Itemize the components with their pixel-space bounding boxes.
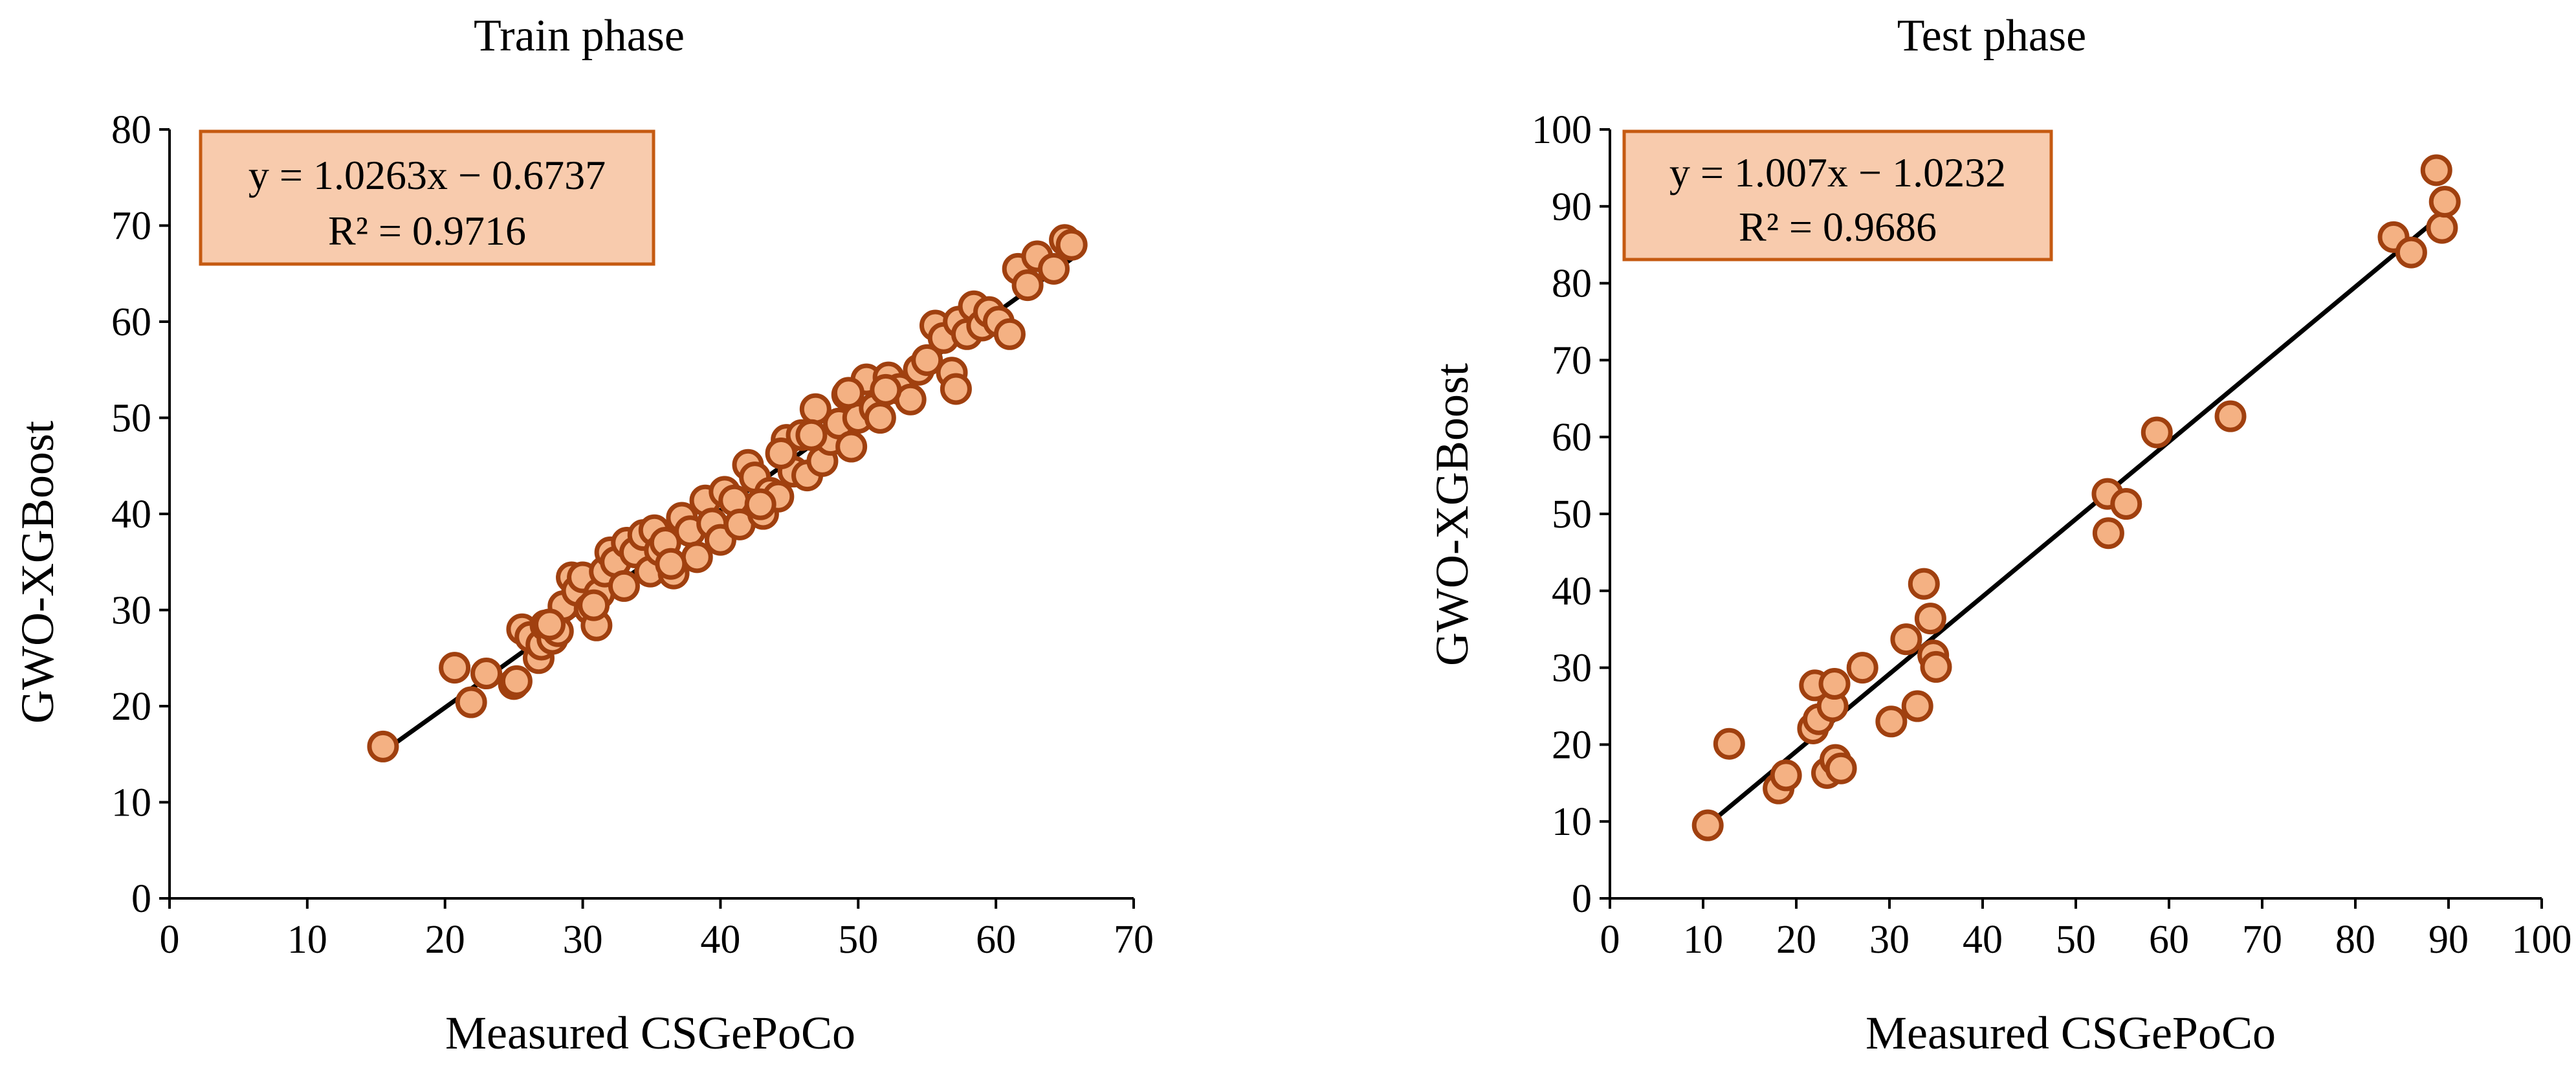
train-data-point [578,589,610,621]
train-x-tick-label: 70 [1114,918,1154,962]
test-x-tick-label: 90 [2428,918,2469,962]
test-x-tick-label: 50 [2056,918,2096,962]
test-x-tick-label: 40 [1963,918,2003,962]
test-data-point [1901,690,1933,722]
train-y-tick-label: 50 [111,397,151,441]
test-y-axis-label: GWO-XGBoost [1426,363,1478,666]
test-data-point [1920,650,1952,683]
train-data-point [832,377,864,409]
test-y-tick-label: 60 [1552,416,1592,460]
test-data-point [1846,652,1878,684]
train-equation: y = 1.0263x − 0.6737 [248,152,606,198]
train-data-point [608,570,640,602]
train-data-point [993,318,1026,350]
test-y-tick-label: 30 [1552,647,1592,691]
train-r2: R² = 0.9716 [328,208,526,254]
train-data-point [940,373,972,405]
test-y-tick-label: 80 [1552,262,1592,306]
test-data-point [2395,236,2427,269]
test-y-tick-label: 70 [1552,339,1592,383]
train-data-point [1011,269,1044,302]
test-data-point [2420,154,2452,186]
test-y-tick-label: 10 [1552,800,1592,844]
train-y-tick-label: 40 [111,493,151,537]
train-data-point [765,437,797,469]
train-y-axis-label: GWO-XGBoost [12,421,63,724]
train-equation-box: y = 1.0263x − 0.6737 R² = 0.9716 [199,129,655,266]
test-y-tick-label: 40 [1552,570,1592,614]
test-x-tick-label: 20 [1776,918,1816,962]
test-data-point [2110,488,2142,520]
train-data-point [500,665,533,697]
train-y-tick-label: 20 [111,685,151,729]
test-data-point [2092,517,2124,550]
test-data-point [1875,705,1908,738]
test-x-tick-label: 100 [2512,918,2572,962]
test-data-point [1818,668,1851,700]
test-phase-chart: Test phase GWO-XGBoost Measured CSGePoCo… [1426,11,2572,1059]
train-data-point [655,548,687,580]
test-x-tick-label: 70 [2242,918,2282,962]
test-x-tick-label: 0 [1600,918,1620,962]
train-data-point [470,658,503,690]
train-data-point [795,419,828,451]
test-y-tick-label: 90 [1552,185,1592,229]
test-x-tick-label: 30 [1869,918,1910,962]
test-y-tick-label: 0 [1572,877,1592,921]
train-data-point [864,402,896,434]
train-y-tick-label: 10 [111,781,151,825]
train-data-point [1055,228,1088,261]
train-data-point [835,430,868,463]
test-x-axis-label: Measured CSGePoCo [1866,1007,2276,1059]
train-data-point [911,344,943,376]
test-equation-box: y = 1.007x − 1.0232 R² = 0.9686 [1622,129,2053,261]
test-y-tick-label: 20 [1552,723,1592,767]
train-y-tick-label: 0 [131,877,151,921]
test-data-point [1890,623,1922,656]
train-data-point [533,608,566,641]
train-x-axis-label: Measured CSGePoCo [445,1007,855,1059]
test-y-tick-label: 100 [1532,108,1592,152]
train-data-point [439,652,471,684]
test-y-tick-label: 50 [1552,493,1592,537]
train-x-tick-label: 60 [976,918,1016,962]
train-data-point [744,488,776,520]
test-data-point [2426,212,2458,244]
test-data-point [1691,809,1724,841]
train-data-point [455,686,487,718]
train-x-tick-label: 10 [287,918,327,962]
train-x-tick-label: 50 [838,918,878,962]
test-data-point [2141,416,2173,449]
test-r2: R² = 0.9686 [1739,204,1937,250]
train-data-point [367,730,399,762]
train-data-point [870,373,902,406]
train-x-tick-label: 0 [160,918,180,962]
test-data-point [1770,759,1802,792]
train-y-tick-label: 60 [111,300,151,344]
train-x-tick-label: 30 [563,918,603,962]
test-data-point [1908,568,1940,600]
test-data-point [2428,186,2461,218]
test-x-tick-label: 80 [2335,918,2375,962]
train-x-tick-label: 40 [700,918,740,962]
train-y-tick-label: 30 [111,589,151,633]
test-x-tick-label: 10 [1683,918,1723,962]
train-y-tick-label: 70 [111,205,151,249]
test-data-point [1825,752,1857,784]
train-chart-title: Train phase [474,11,685,61]
test-data-point [1713,727,1745,760]
test-data-point [1914,603,1946,635]
train-data-point [1038,252,1070,285]
test-equation: y = 1.007x − 1.0232 [1669,150,2006,195]
train-y-tick-label: 80 [111,108,151,152]
train-phase-chart: Train phase GWO-XGBoost Measured CSGePoC… [12,11,1154,1059]
train-data-point [681,541,713,573]
test-chart-title: Test phase [1897,11,2087,61]
train-x-tick-label: 20 [425,918,465,962]
test-x-tick-label: 60 [2149,918,2189,962]
test-data-point [2214,400,2247,432]
